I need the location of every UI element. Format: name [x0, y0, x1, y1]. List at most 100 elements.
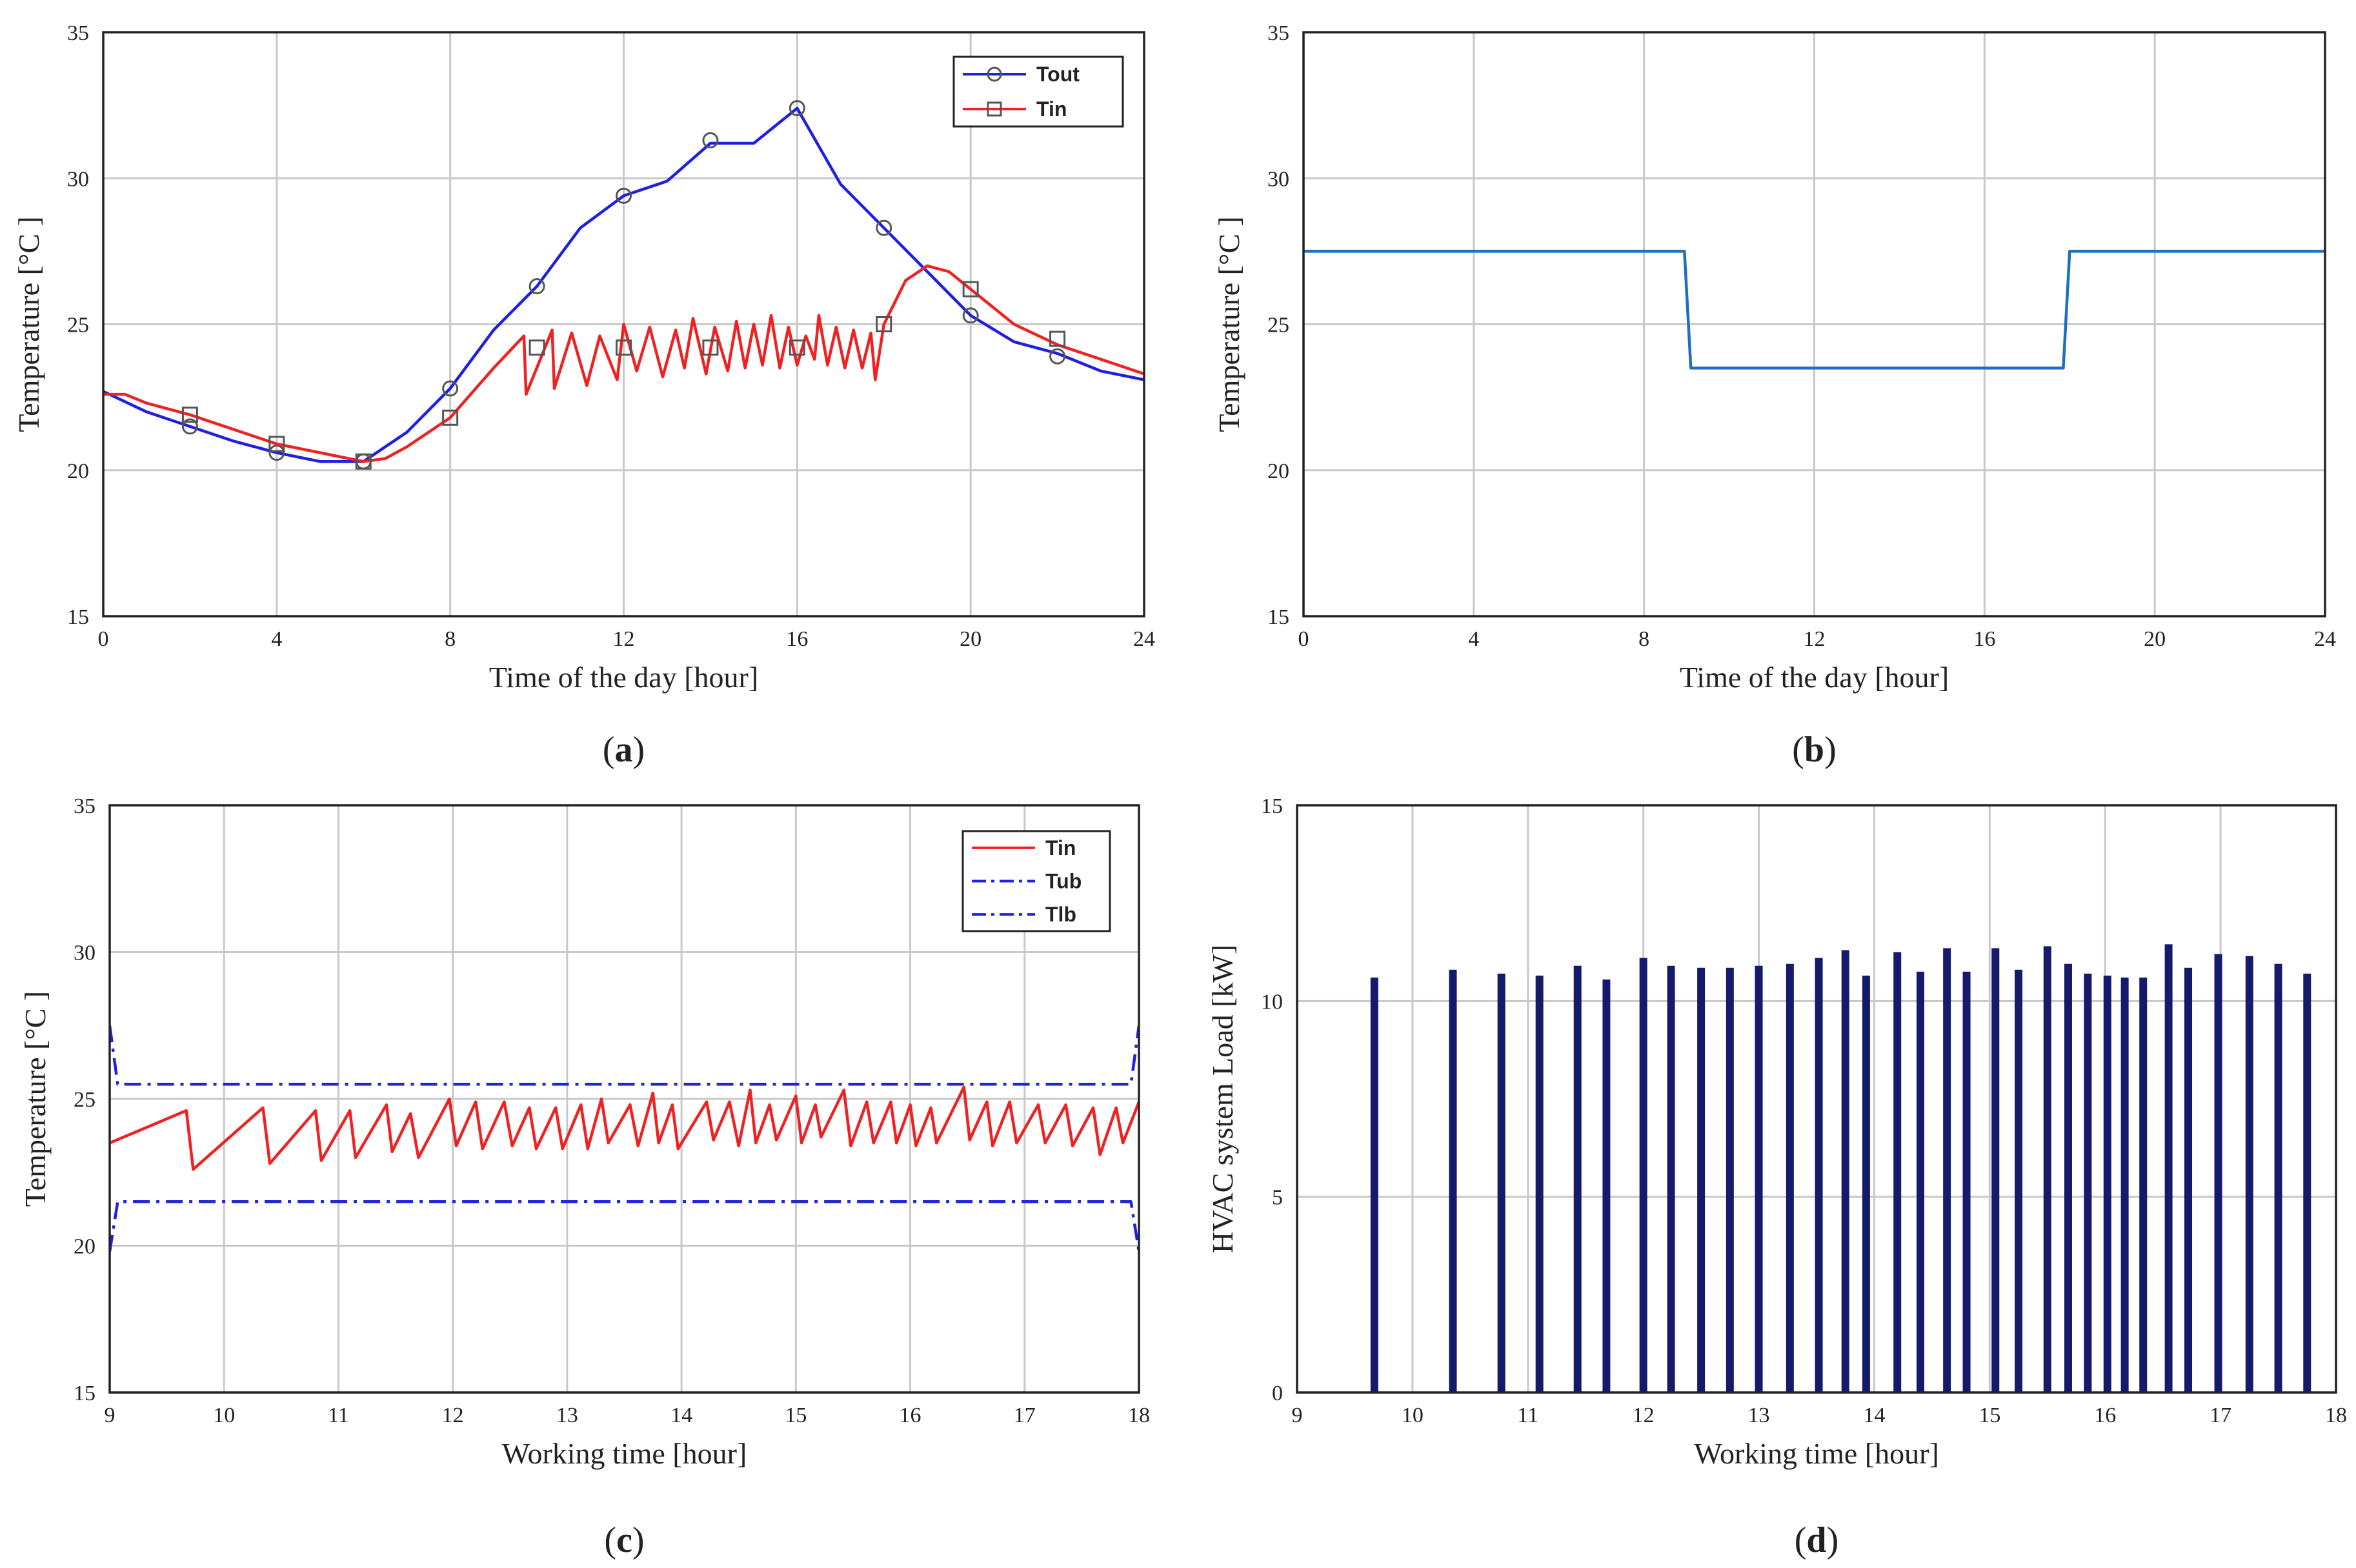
legend-label-tub: Tub [1045, 870, 1082, 893]
bar [1841, 950, 1849, 1392]
x-tick-label: 18 [2325, 1403, 2347, 1427]
plot-marks [110, 1025, 1139, 1252]
x-tick-label: 17 [1014, 1403, 1036, 1427]
y-tick-label: 30 [74, 941, 96, 965]
marker-circle [529, 278, 545, 295]
x-tick-label: 20 [960, 627, 982, 651]
y-tick-label: 15 [74, 1382, 96, 1405]
panel-label: (d) [1795, 1520, 1838, 1560]
bar [2214, 954, 2222, 1392]
y-axis-label: Temperature [°C ] [12, 216, 45, 432]
bar [2043, 946, 2051, 1392]
bar [1991, 948, 2000, 1392]
bar [2245, 956, 2253, 1392]
series-line-tin [103, 264, 1144, 463]
x-tick-label: 16 [900, 1403, 921, 1427]
x-tick-label: 0 [98, 627, 109, 651]
legend-label-tin: Tin [1045, 836, 1076, 859]
marker-square [616, 339, 632, 356]
marker-square [529, 339, 545, 356]
bar [1535, 975, 1544, 1392]
legend-marker [987, 66, 1002, 82]
axes-frame [102, 31, 1145, 618]
bar [1726, 967, 1734, 1392]
x-tick-label: 24 [1133, 627, 1155, 651]
series-line-tub [110, 1025, 1139, 1086]
marker-circle [702, 132, 719, 148]
x-tick-label: 9 [1292, 1403, 1303, 1427]
bar [1815, 958, 1823, 1392]
bar [2184, 967, 2193, 1392]
series-line-setpoint [1304, 250, 2325, 370]
marker-circle [268, 445, 285, 461]
legend: Tin Tub Tlb [962, 830, 1111, 932]
x-tick-label: 11 [1517, 1403, 1538, 1427]
series-line-tlb [110, 1200, 1139, 1252]
bar [2303, 973, 2311, 1392]
x-axis-label: Time of the day [hour] [489, 661, 758, 694]
x-tick-label: 4 [271, 627, 282, 651]
panel-label: (b) [1792, 730, 1836, 770]
bar [1697, 967, 1706, 1392]
x-tick-label: 18 [1128, 1403, 1150, 1427]
bar [1862, 975, 1870, 1392]
y-tick-label: 15 [1267, 605, 1289, 629]
bar [1639, 958, 1647, 1392]
x-tick-label: 14 [670, 1403, 692, 1427]
legend-label-tlb: Tlb [1045, 903, 1076, 926]
legend-label-tout: Tout [1036, 63, 1080, 86]
bar [1573, 965, 1582, 1392]
bar [2015, 969, 2023, 1392]
bar [2164, 944, 2173, 1392]
x-tick-label: 16 [2094, 1403, 2116, 1427]
x-tick-label: 13 [556, 1403, 578, 1427]
y-tick-label: 35 [1267, 21, 1289, 45]
bar [1755, 965, 1763, 1392]
x-tick-label: 15 [1978, 1403, 2000, 1427]
panel-label: (a) [603, 730, 645, 770]
marker-circle [876, 219, 892, 236]
y-tick-label: 25 [1267, 314, 1289, 337]
chart-panel-d: 9 10 11 12 13 14 15 16 17 18 0 5 10 15 Working time [h… [1206, 794, 2347, 1560]
legend: Tout Tin [952, 55, 1124, 128]
plot-marks [1304, 250, 2325, 370]
y-tick-label: 10 [1261, 990, 1283, 1014]
marker-square [702, 339, 719, 356]
y-axis-label: HVAC system Load [kW] [1206, 945, 1239, 1253]
y-tick-label: 20 [1267, 459, 1289, 483]
y-tick-label: 5 [1272, 1186, 1283, 1210]
marker-circle [1049, 348, 1066, 365]
legend-label-tin: Tin [1036, 97, 1067, 121]
plot-marks [1370, 944, 2311, 1392]
marker-circle [442, 380, 459, 397]
bar [2139, 977, 2148, 1392]
y-tick-label: 15 [1261, 794, 1283, 818]
x-tick-label: 24 [2314, 627, 2336, 651]
y-tick-label: 0 [1272, 1382, 1283, 1405]
x-tick-label: 20 [2144, 627, 2166, 651]
x-tick-label: 12 [613, 627, 635, 651]
marker-circle [616, 187, 632, 204]
legend-box [952, 55, 1124, 128]
x-tick-label: 13 [1748, 1403, 1770, 1427]
x-tick-label: 17 [2210, 1403, 2231, 1427]
bar [1602, 979, 1611, 1392]
x-tick-label: 16 [786, 627, 808, 651]
y-tick-label: 25 [74, 1088, 96, 1112]
x-tick-label: 11 [328, 1403, 349, 1427]
x-tick-label: 16 [1973, 627, 1995, 651]
bar [1917, 971, 1924, 1392]
y-tick-label: 30 [1267, 167, 1289, 191]
x-tick-label: 8 [1638, 627, 1649, 651]
x-tick-label: 10 [213, 1403, 235, 1427]
y-tick-label: 35 [67, 21, 89, 45]
bar [1786, 963, 1794, 1392]
series-line-tin [110, 1085, 1139, 1171]
y-tick-label: 35 [74, 794, 96, 818]
marker-circle [789, 100, 805, 117]
x-tick-label: 12 [442, 1403, 464, 1427]
bar [1962, 971, 1971, 1392]
y-tick-label: 15 [67, 605, 89, 629]
y-axis-label: Temperature [°C ] [1213, 216, 1245, 432]
